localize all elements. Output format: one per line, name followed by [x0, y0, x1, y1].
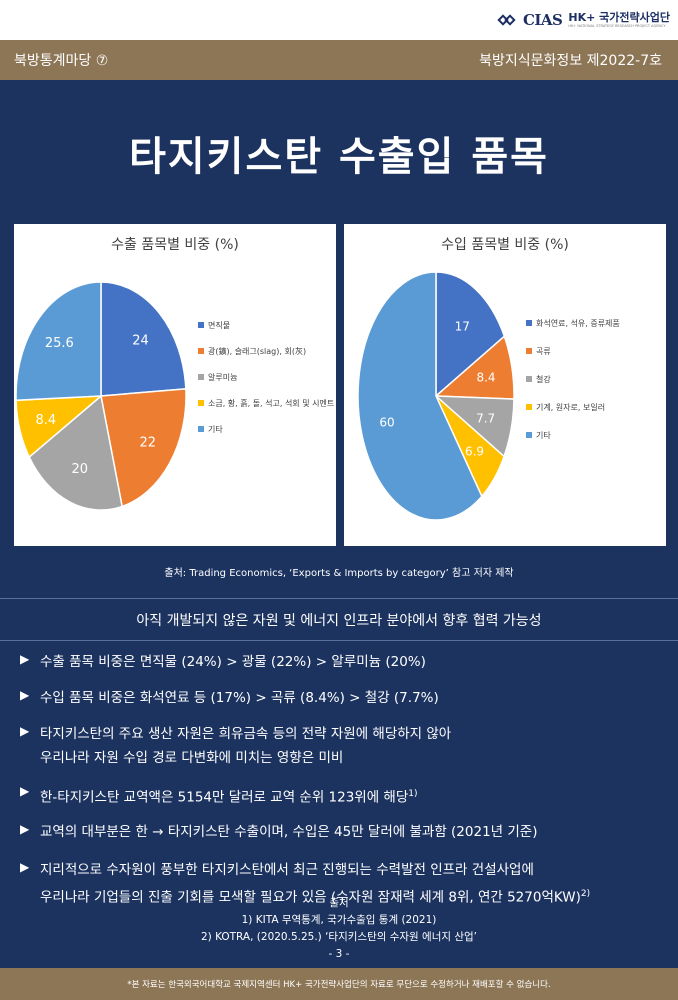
legend-label: 화석연료, 석유, 증류제품	[536, 318, 620, 328]
bullet-arrow-icon: ▶	[20, 652, 30, 666]
bullet-item: ▶ 수출 품목 비중은 면직물 (24%) > 광물 (22%) > 알루미늄 (…	[20, 650, 426, 674]
logo-mark-icon	[497, 11, 517, 29]
bullet-line: 타지키스탄의 주요 생산 자원은 희유금속 등의 전략 자원에 해당하지 않아	[40, 726, 452, 742]
slice-label: 17	[455, 320, 470, 334]
legend-swatch	[526, 432, 532, 438]
legend-label: 알루미늄	[208, 372, 237, 382]
pie-slice	[100, 281, 187, 397]
slice-label: 24	[132, 333, 149, 348]
issue-label: 북방지식문화정보 제2022-7호	[479, 53, 662, 69]
page-number: - 3 -	[328, 948, 350, 960]
reference-1: 1) KITA 무역통계, 국가수출입 통계 (2021)	[241, 914, 437, 926]
bullet-item: ▶ 한-타지키스탄 교역액은 5154만 달러로 교역 순위 123위에 해당1)	[20, 782, 418, 810]
legend-swatch	[198, 374, 204, 380]
legend-label: 곡류	[536, 347, 551, 356]
divider-bottom	[0, 640, 678, 641]
header-band: 북방통계마당 ⑦ 북방지식문화정보 제2022-7호	[0, 40, 678, 80]
references-heading: 출처	[329, 897, 349, 909]
slice-label: 6.9	[465, 444, 484, 458]
footer-notice: *본 자료는 한국외국어대학교 국제지역센터 HK+ 국가전략사업단의 자료로 …	[0, 968, 678, 1000]
bullet-item: ▶ 수입 품목 비중은 화석연료 등 (17%) > 곡류 (8.4%) > 철강…	[20, 686, 439, 710]
bullet-line: 한-타지키스탄 교역액은 5154만 달러로 교역 순위 123위에 해당1)	[40, 789, 418, 806]
pie-slice	[100, 388, 187, 508]
bullet-line: 수입 품목 비중은 화석연료 등 (17%) > 곡류 (8.4%) > 철강 …	[40, 690, 439, 706]
legend-swatch	[198, 426, 204, 432]
series-label: 북방통계마당 ⑦	[14, 53, 109, 69]
legend-label: 면직물	[208, 320, 230, 330]
import-pie-chart: 수입 품목별 비중 (%) 17 8.4 7.7 6.9 60 화석연료, 석유, 증류제…	[344, 224, 666, 546]
import-chart-title: 수입 품목별 비중 (%)	[441, 237, 569, 253]
pie-slice	[435, 271, 506, 398]
legend-label: 소금, 황, 흙, 돌, 석고, 석회 및 시멘트	[208, 398, 334, 408]
legend-swatch	[198, 348, 204, 354]
footnote-marker: 1)	[408, 789, 418, 799]
bullet-arrow-icon: ▶	[20, 724, 30, 738]
legend-swatch	[526, 376, 532, 382]
bullet-line: 지리적으로 수자원이 풍부한 타지키스탄에서 최근 진행되는 수력발전 인프라 …	[40, 862, 534, 878]
bullet-arrow-icon: ▶	[20, 860, 30, 874]
divider-top	[0, 598, 678, 599]
bullet-arrow-icon: ▶	[20, 688, 30, 702]
legend-swatch	[198, 400, 204, 406]
legend-swatch	[526, 348, 532, 354]
references: 출처 1) KITA 무역통계, 국가수출입 통계 (2021) 2) KOTR…	[0, 895, 678, 963]
bullet-arrow-icon: ▶	[20, 784, 30, 798]
logo-hk-text: HK+ 국가전략사업단	[568, 10, 670, 24]
bullet-line: 교역의 대부분은 한 → 타지키스탄 수출이며, 수입은 45만 달러에 불과함…	[40, 824, 538, 840]
legend-swatch	[526, 404, 532, 410]
bullet-arrow-icon: ▶	[20, 822, 30, 836]
logo-sub-text: HK+ NATIONAL STRATEGY RESEARCH PROJECT A…	[568, 23, 666, 28]
bullet-line: 우리나라 기업들의 진출 기회를 모색할 필요가 있음 (수자원 잠재력 세계 …	[40, 889, 591, 906]
bullet-item: ▶ 타지키스탄의 주요 생산 자원은 희유금속 등의 전략 자원에 해당하지 않아…	[20, 722, 451, 770]
slice-label: 8.4	[35, 413, 56, 428]
cias-logo: CIAS HK+ 국가전략사업단 HK+ NATIONAL STRATEGY R…	[497, 8, 670, 32]
reference-2: 2) KOTRA, (2020.5.25.) ‘타지키스탄의 수자원 에너지 산…	[200, 931, 478, 943]
bullet-line: 수출 품목 비중은 면직물 (24%) > 광물 (22%) > 알루미늄 (2…	[40, 654, 426, 670]
top-bar: CIAS HK+ 국가전략사업단 HK+ NATIONAL STRATEGY R…	[0, 0, 678, 40]
pie-slice	[28, 394, 123, 511]
legend-label: 철강	[536, 374, 551, 384]
main-panel: 타지키스탄 수출입 품목 수출 품목별 비중 (%) 24 22 20 8.4 25.6…	[0, 80, 678, 968]
slice-label: 60	[379, 415, 394, 429]
slice-label: 25.6	[45, 336, 74, 351]
export-chart-title: 수출 품목별 비중 (%)	[111, 237, 239, 253]
logo-text: CIAS	[522, 11, 563, 29]
section-subtitle: 아직 개발되지 않은 자원 및 에너지 인프라 분야에서 향후 협력 가능성	[136, 613, 542, 629]
footnote-marker: 2)	[580, 889, 591, 899]
legend-swatch	[526, 320, 532, 326]
legend-label: 기타	[208, 425, 223, 434]
bullet-line: 우리나라 자원 수입 경로 다변화에 미치는 영향은 미비	[40, 750, 344, 766]
page-title: 타지키스탄 수출입 품목	[129, 134, 549, 180]
slice-label: 20	[71, 462, 88, 477]
legend-label: 기계, 원자로, 보일러	[536, 402, 605, 412]
slice-label: 22	[139, 436, 156, 451]
legend-label: 기타	[536, 431, 551, 440]
slice-label: 8.4	[476, 371, 495, 385]
bullet-item: ▶ 교역의 대부분은 한 → 타지키스탄 수출이며, 수입은 45만 달러에 불과…	[20, 820, 537, 844]
pie-slice	[15, 281, 102, 402]
pie-slice	[357, 271, 483, 521]
legend-swatch	[198, 322, 204, 328]
legend-label: 광(鑛), 슬래그(slag), 회(灰)	[208, 346, 306, 356]
slice-label: 7.7	[476, 412, 495, 426]
chart-source: 출처: Trading Economics, ‘Exports & Import…	[164, 568, 514, 579]
bullet-item: ▶ 지리적으로 수자원이 풍부한 타지키스탄에서 최근 진행되는 수력발전 인프라…	[20, 858, 590, 910]
